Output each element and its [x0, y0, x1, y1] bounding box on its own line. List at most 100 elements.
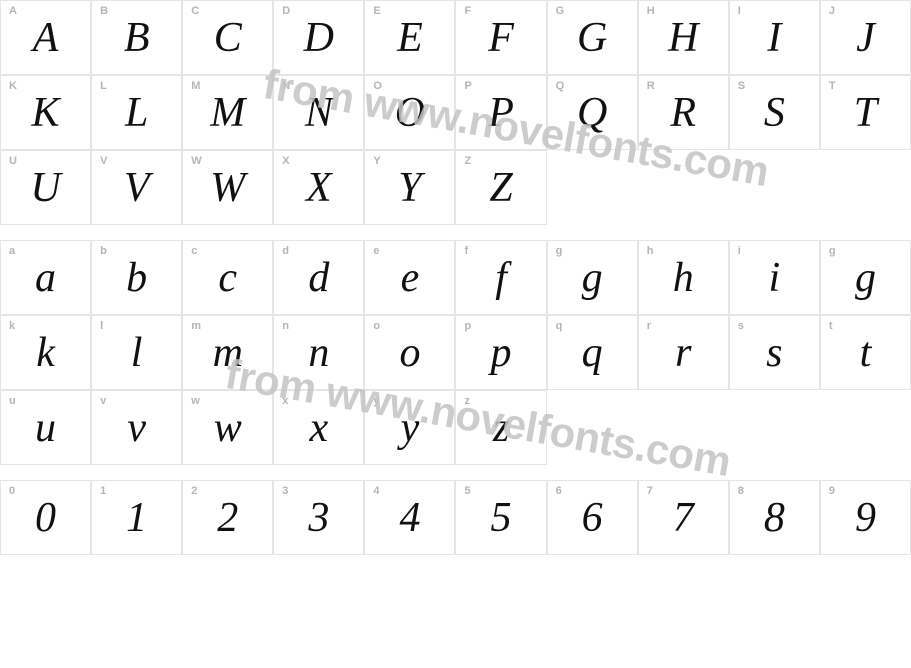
- cell-label: k: [9, 320, 15, 332]
- cell-label: 1: [100, 485, 106, 497]
- cell-label: O: [373, 80, 382, 92]
- glyph-cell: cc: [182, 240, 273, 315]
- cell-label: W: [191, 155, 201, 167]
- cell-label: a: [9, 245, 15, 257]
- glyph-cell: WW: [182, 150, 273, 225]
- glyph-cell: LL: [91, 75, 182, 150]
- cell-label: V: [100, 155, 107, 167]
- cell-label: L: [100, 80, 107, 92]
- cell-label: 4: [373, 485, 379, 497]
- cell-label: N: [282, 80, 290, 92]
- cell-label: t: [829, 320, 833, 332]
- glyph-cell: MM: [182, 75, 273, 150]
- cell-glyph: t: [821, 316, 910, 389]
- cell-label: M: [191, 80, 200, 92]
- glyph-cell: rr: [638, 315, 729, 390]
- glyph-cell: 66: [547, 480, 638, 555]
- cell-label: 2: [191, 485, 197, 497]
- glyph-cell: vv: [91, 390, 182, 465]
- glyph-cell: XX: [273, 150, 364, 225]
- cell-label: f: [464, 245, 468, 257]
- glyph-cell: 55: [455, 480, 546, 555]
- cell-label: w: [191, 395, 200, 407]
- font-character-map: AABBCCDDEEFFGGHHIIJJKKLLMMNNOOPPQQRRSSTT…: [0, 0, 911, 668]
- cell-label: D: [282, 5, 290, 17]
- glyph-cell: mm: [182, 315, 273, 390]
- cell-glyph: l: [92, 316, 181, 389]
- glyph-cell: VV: [91, 150, 182, 225]
- glyph-cell: AA: [0, 0, 91, 75]
- glyph-cell: II: [729, 0, 820, 75]
- cell-label: 9: [829, 485, 835, 497]
- cell-label: K: [9, 80, 17, 92]
- glyph-cell: 33: [273, 480, 364, 555]
- glyph-cell: 99: [820, 480, 911, 555]
- cell-label: q: [556, 320, 563, 332]
- cell-glyph: f: [456, 241, 545, 314]
- cell-label: g: [556, 245, 563, 257]
- glyph-cell: qq: [547, 315, 638, 390]
- glyph-cell: EE: [364, 0, 455, 75]
- glyph-cell: aa: [0, 240, 91, 315]
- cell-label: m: [191, 320, 201, 332]
- cell-glyph: i: [730, 241, 819, 314]
- cell-label: T: [829, 80, 836, 92]
- cell-label: o: [373, 320, 380, 332]
- cell-label: b: [100, 245, 107, 257]
- digits-grid: 00112233445566778899: [0, 480, 911, 555]
- cell-label: s: [738, 320, 744, 332]
- glyph-cell: ss: [729, 315, 820, 390]
- cell-label: i: [738, 245, 741, 257]
- cell-label: P: [464, 80, 471, 92]
- glyph-cell: PP: [455, 75, 546, 150]
- glyph-cell: pp: [455, 315, 546, 390]
- cell-label: u: [9, 395, 16, 407]
- cell-label: 5: [464, 485, 470, 497]
- glyph-cell: ee: [364, 240, 455, 315]
- cell-label: B: [100, 5, 108, 17]
- lowercase-grid: aabbccddeeffgghhiiggkkllmmnnooppqqrrsstt…: [0, 240, 911, 465]
- glyph-cell: UU: [0, 150, 91, 225]
- glyph-cell: kk: [0, 315, 91, 390]
- glyph-cell: GG: [547, 0, 638, 75]
- glyph-cell: ZZ: [455, 150, 546, 225]
- cell-label: x: [282, 395, 288, 407]
- cell-label: 3: [282, 485, 288, 497]
- cell-label: R: [647, 80, 655, 92]
- glyph-cell: tt: [820, 315, 911, 390]
- glyph-cell: ww: [182, 390, 273, 465]
- glyph-cell: DD: [273, 0, 364, 75]
- glyph-cell: HH: [638, 0, 729, 75]
- glyph-cell: yy: [364, 390, 455, 465]
- cell-label: l: [100, 320, 103, 332]
- cell-label: J: [829, 5, 835, 17]
- glyph-cell: uu: [0, 390, 91, 465]
- cell-label: Z: [464, 155, 471, 167]
- glyph-cell: ll: [91, 315, 182, 390]
- cell-label: 0: [9, 485, 15, 497]
- glyph-cell: 77: [638, 480, 729, 555]
- glyph-cell: FF: [455, 0, 546, 75]
- glyph-cell: KK: [0, 75, 91, 150]
- glyph-cell: TT: [820, 75, 911, 150]
- cell-label: S: [738, 80, 745, 92]
- cell-label: U: [9, 155, 17, 167]
- glyph-cell: JJ: [820, 0, 911, 75]
- glyph-cell: gg: [820, 240, 911, 315]
- glyph-cell: oo: [364, 315, 455, 390]
- glyph-cell: 00: [0, 480, 91, 555]
- glyph-cell: dd: [273, 240, 364, 315]
- glyph-cell: ff: [455, 240, 546, 315]
- cell-label: y: [373, 395, 379, 407]
- cell-label: A: [9, 5, 17, 17]
- glyph-cell: xx: [273, 390, 364, 465]
- cell-label: 7: [647, 485, 653, 497]
- glyph-cell: 88: [729, 480, 820, 555]
- cell-glyph: r: [639, 316, 728, 389]
- glyph-cell: RR: [638, 75, 729, 150]
- cell-label: n: [282, 320, 289, 332]
- glyph-cell: YY: [364, 150, 455, 225]
- cell-label: Y: [373, 155, 380, 167]
- glyph-cell: 44: [364, 480, 455, 555]
- glyph-cell: gg: [547, 240, 638, 315]
